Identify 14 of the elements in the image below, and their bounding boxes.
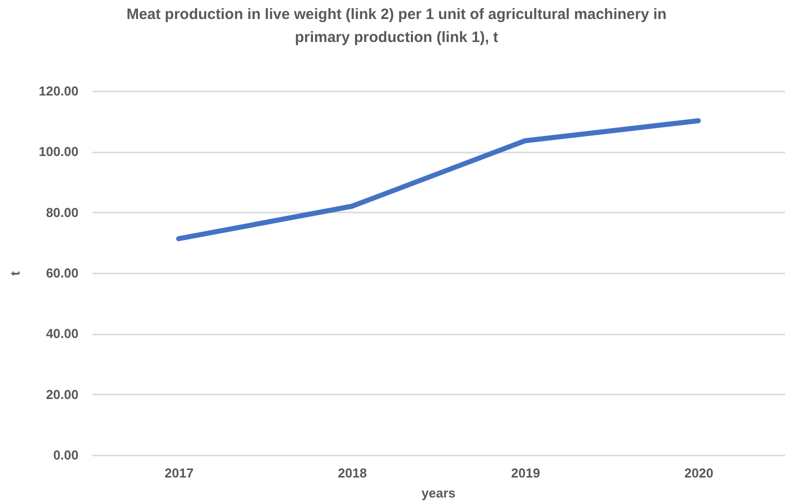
y-tick-label: 60.00: [46, 266, 78, 280]
y-tick-label: 20.00: [46, 386, 78, 402]
x-axis-title: years: [422, 486, 456, 500]
x-tick-label: 2019: [511, 466, 540, 480]
x-tick-label: 2017: [164, 466, 194, 480]
y-tick-label: 0.00: [53, 448, 78, 462]
y-axis-title: t: [8, 270, 22, 276]
y-tick-label: 80.00: [46, 204, 78, 220]
y-tick-label: 100.00: [38, 144, 78, 160]
chart-title: Meat production in live weight (link 2) per 1 unit of agricultural machinery in primary production (link 1), t: [126, 6, 667, 46]
y-tick-label: 120.00: [38, 84, 78, 98]
x-tick-label: 2020: [684, 466, 714, 480]
y-tick-label: 40.00: [46, 326, 78, 342]
x-tick-label: 2018: [338, 466, 367, 480]
